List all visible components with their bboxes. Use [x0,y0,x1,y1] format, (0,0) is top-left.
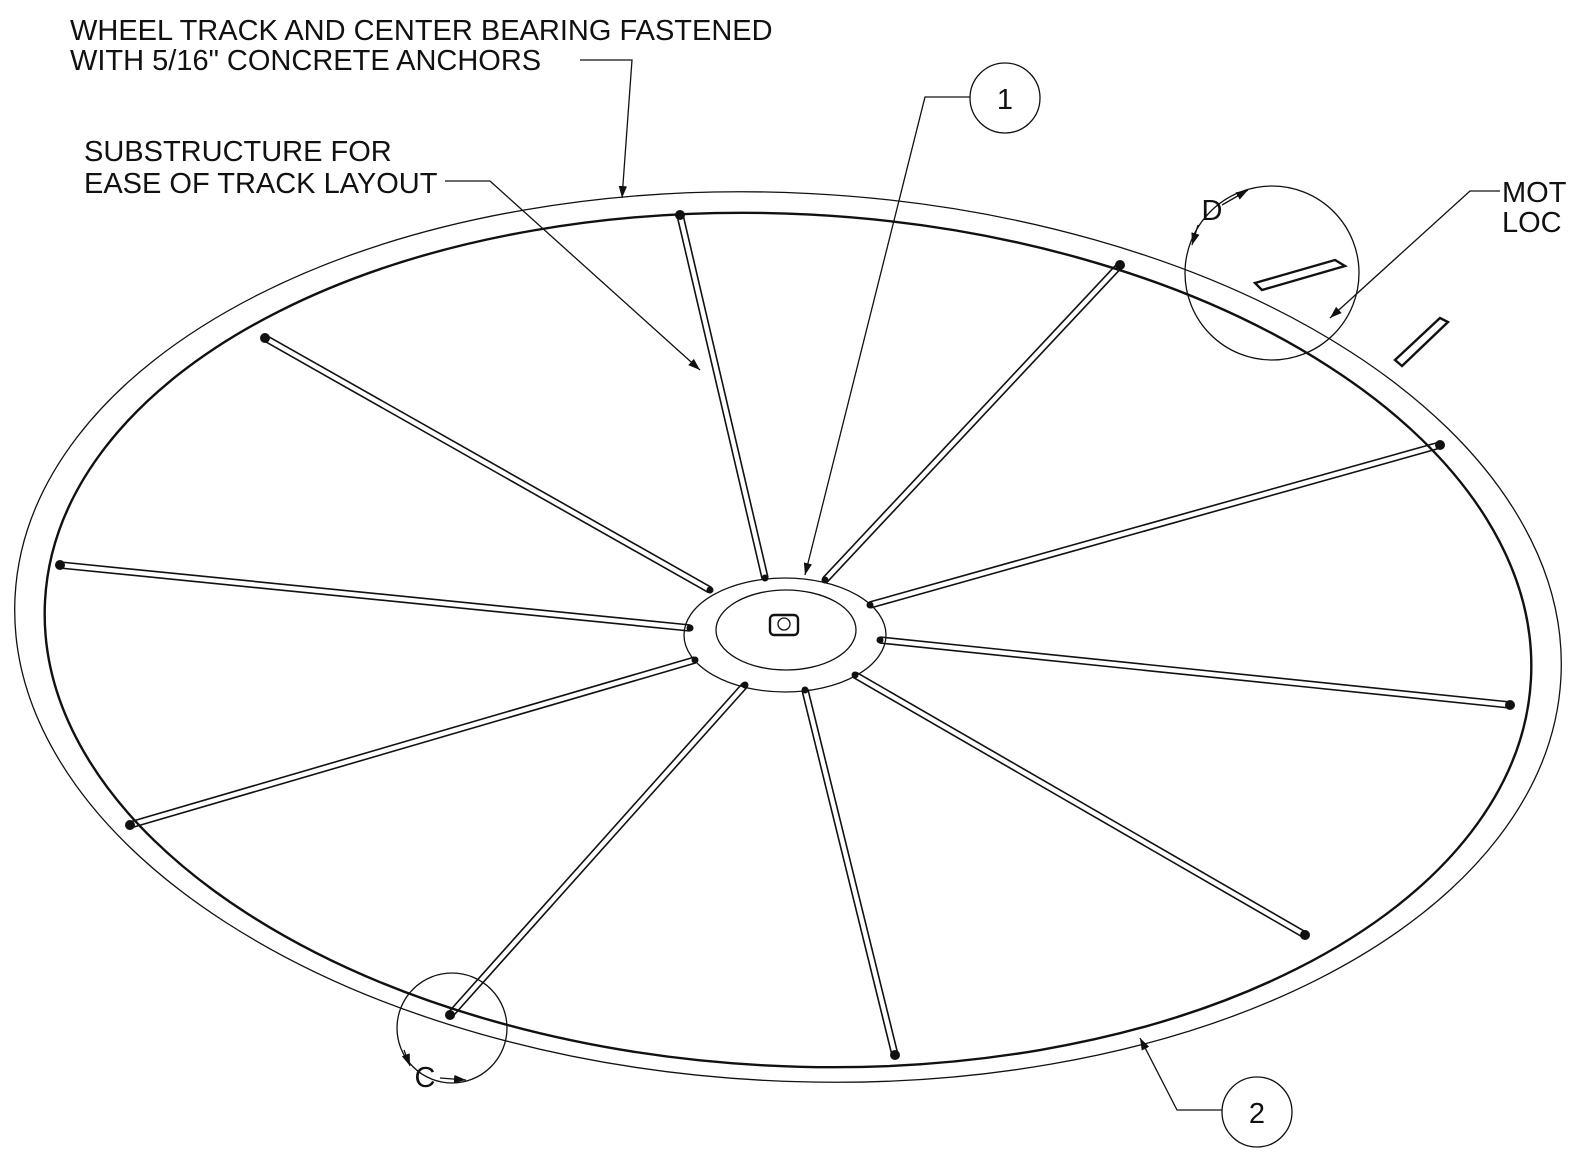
anchor [877,637,884,644]
anchor [762,575,769,582]
anchor [707,587,714,594]
drawing: WHEEL TRACK AND CENTER BEARING FASTENED … [0,0,1583,1162]
track-outer [0,153,1583,1121]
anchor [55,560,65,570]
spoke-edge [677,216,762,579]
anchor [260,333,270,343]
anchor [675,210,685,220]
detail-circles [397,186,1359,1083]
leader [1140,1038,1222,1110]
leaders [445,60,1500,1110]
detail-label: C [415,1062,436,1094]
bracket [1255,260,1345,290]
anchor [890,1050,900,1060]
detail-circle [397,973,507,1083]
spoke-edge [264,341,709,593]
balloons [970,63,1292,1147]
track-inner [23,176,1554,1105]
detail-arrow [1222,190,1248,205]
anchor [1115,260,1125,270]
spoke-edge [871,448,1441,608]
detail-label: D [1202,195,1223,227]
note-line: WHEEL TRACK AND CENTER BEARING FASTENED [70,15,773,47]
bracket [1395,318,1448,366]
detail-arrow [404,1050,410,1066]
spoke-edge [857,672,1307,932]
anchor [445,1010,455,1020]
spoke-edge [802,691,892,1056]
detail-arrow [440,1078,466,1080]
note-line: EASE OF TRACK LAYOUT [84,168,438,200]
leader [580,60,632,198]
spoke-edge [683,214,768,577]
spoke-edge [880,643,1510,708]
wheel-track [0,153,1583,1121]
leader [805,97,970,575]
spoke-edge [129,657,694,822]
spoke-edge [131,663,696,828]
note-line: WITH 5/16" CONCRETE ANCHORS [70,45,541,77]
spoke-edge [853,678,1303,938]
hub-pin [778,618,790,630]
spoke-edge [827,267,1122,582]
anchor [687,625,694,632]
leader [445,181,700,370]
detail-arrow [1192,225,1198,245]
anchor [1505,700,1515,710]
page: WHEEL TRACK AND CENTER BEARING FASTENED … [0,0,1583,1162]
spoke-edge [808,689,898,1054]
anchor [802,687,809,694]
spoke-edge [60,568,690,631]
spoke-edge [880,637,1510,702]
anchor [125,820,135,830]
balloon-number: 2 [1249,1098,1265,1130]
spoke-edge [452,687,747,1017]
anchor [1435,440,1445,450]
anchor [1300,930,1310,940]
balloon-number: 1 [997,84,1013,116]
note-line: MOT [1502,177,1567,209]
spoke-edge [60,562,690,625]
spoke-edge [266,335,711,587]
spoke-edge [823,263,1118,578]
note-line: SUBSTRUCTURE FOR [84,136,392,168]
note-line: LOC [1502,207,1562,239]
spoke-edge [869,442,1439,602]
spoke-edge [448,683,743,1013]
